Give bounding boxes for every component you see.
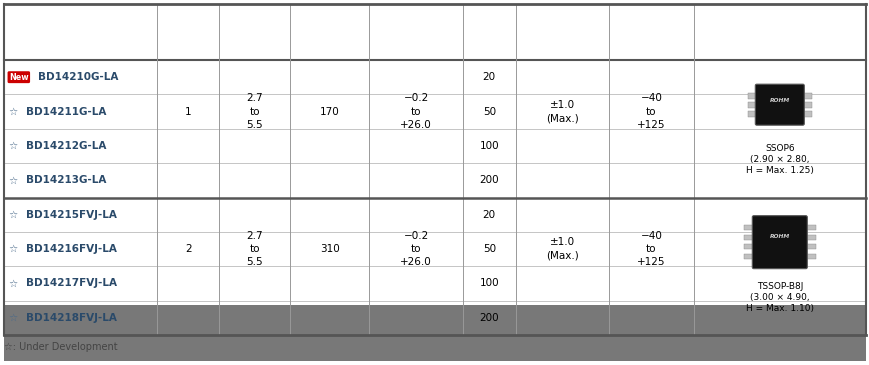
Bar	[4, 133, 865, 168]
Text: BD14218FVJ-LA: BD14218FVJ-LA	[26, 313, 116, 323]
Text: 200: 200	[479, 175, 499, 185]
Text: 100: 100	[479, 141, 499, 151]
Text: BD14213G-LA: BD14213G-LA	[26, 175, 106, 185]
Bar	[747, 102, 756, 108]
Bar	[4, 99, 865, 133]
Text: ±1.0
(Max.): ±1.0 (Max.)	[546, 238, 578, 261]
Text: Operating
Temperature
Topr [°C]: Operating Temperature Topr [°C]	[616, 17, 685, 47]
Text: Package
[mm]: Package [mm]	[757, 22, 801, 42]
Text: ☆: ☆	[8, 210, 17, 220]
Bar	[802, 93, 811, 99]
Text: ☆: ☆	[8, 107, 17, 116]
Bar	[743, 245, 753, 250]
Bar	[743, 235, 753, 240]
Bar	[805, 245, 815, 250]
Bar	[4, 305, 865, 361]
Text: 50: 50	[482, 244, 495, 254]
FancyBboxPatch shape	[752, 216, 806, 269]
Text: Supply
Voltage
$V_{DD}$ [V]: Supply Voltage $V_{DD}$ [V]	[235, 15, 275, 49]
Text: 2.7
to
5.5: 2.7 to 5.5	[246, 93, 262, 130]
Text: New: New	[9, 73, 29, 82]
Bar	[4, 168, 865, 202]
Bar	[747, 111, 756, 117]
Text: SSOP6
(2.90 × 2.80,
H = Max. 1.25): SSOP6 (2.90 × 2.80, H = Max. 1.25)	[745, 144, 813, 175]
Text: 200: 200	[479, 313, 499, 323]
Text: 20: 20	[482, 72, 495, 82]
Text: No. of
Channels: No. of Channels	[164, 22, 213, 42]
Text: $G_{AIN}$
[V/V]: $G_{AIN}$ [V/V]	[475, 20, 502, 44]
Text: −0.2
to
+26.0: −0.2 to +26.0	[400, 231, 431, 267]
Text: BD14215FVJ-LA: BD14215FVJ-LA	[26, 210, 116, 220]
Text: ±1.0
(Max.): ±1.0 (Max.)	[546, 100, 578, 123]
Text: 1: 1	[185, 107, 191, 116]
Text: −40
to
+125: −40 to +125	[636, 231, 665, 267]
Text: Current
Consumption
$I_{DD}$ [μA]: Current Consumption $I_{DD}$ [μA]	[295, 15, 364, 50]
Text: ☆: ☆	[8, 175, 17, 185]
Text: TSSOP-B8J
(3.00 × 4.90,
H = Max. 1.10): TSSOP-B8J (3.00 × 4.90, H = Max. 1.10)	[745, 281, 813, 313]
Bar	[4, 270, 865, 305]
Text: 170: 170	[320, 107, 339, 116]
Bar	[805, 225, 815, 230]
Bar	[805, 254, 815, 259]
Bar	[805, 235, 815, 240]
Text: −0.2
to
+26.0: −0.2 to +26.0	[400, 93, 431, 130]
Text: ROHM: ROHM	[769, 234, 789, 239]
Bar	[4, 30, 865, 64]
Text: BD14217FVJ-LA: BD14217FVJ-LA	[26, 278, 116, 288]
Bar	[743, 225, 753, 230]
Text: BD14212G-LA: BD14212G-LA	[26, 141, 106, 151]
Text: 310: 310	[320, 244, 339, 254]
Text: ☆: ☆	[8, 278, 17, 288]
Bar	[4, 64, 865, 99]
Text: BD14210G-LA: BD14210G-LA	[38, 72, 118, 82]
Text: ☆: Under Development: ☆: Under Development	[4, 342, 117, 352]
Text: 2.7
to
5.5: 2.7 to 5.5	[246, 231, 262, 267]
Text: BD14216FVJ-LA: BD14216FVJ-LA	[26, 244, 116, 254]
FancyBboxPatch shape	[754, 84, 803, 125]
Text: ☆: ☆	[8, 313, 17, 323]
Bar	[802, 111, 811, 117]
Text: ROHM: ROHM	[769, 98, 789, 103]
Text: BD14211G-LA: BD14211G-LA	[26, 107, 106, 116]
Text: Current Sense
Accuracy
[%]: Current Sense Accuracy [%]	[524, 17, 600, 47]
Bar	[4, 236, 865, 270]
Bar	[743, 254, 753, 259]
Text: ☆: ☆	[8, 141, 17, 151]
Text: 20: 20	[482, 210, 495, 220]
Text: Common-Mode
Voltage
$V_{CM}$ [V]: Common-Mode Voltage $V_{CM}$ [V]	[376, 15, 455, 49]
Text: 2: 2	[185, 244, 191, 254]
Text: Part No.: Part No.	[58, 27, 103, 36]
Bar	[4, 202, 865, 236]
Bar	[747, 93, 756, 99]
Text: 50: 50	[482, 107, 495, 116]
Text: ☆: ☆	[8, 244, 17, 254]
Bar	[802, 102, 811, 108]
Text: 100: 100	[479, 278, 499, 288]
Text: −40
to
+125: −40 to +125	[636, 93, 665, 130]
